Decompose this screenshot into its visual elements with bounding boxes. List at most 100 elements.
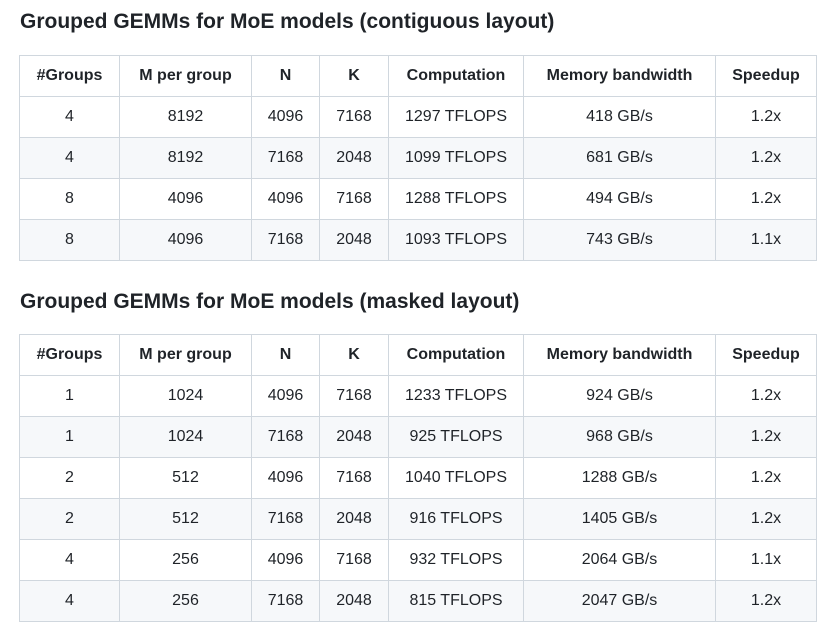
table-cell: 1024 [119,375,252,417]
table-cell: 815 TFLOPS [388,580,524,622]
table-cell: 2 [19,457,120,499]
table-cell: 4 [19,580,120,622]
table-cell: 512 [119,498,252,540]
table-cell: 8 [19,178,120,220]
table-cell: 2064 GB/s [523,539,716,581]
table-cell: 4 [19,137,120,179]
table-cell: 2 [19,498,120,540]
masked-layout-table: #Groups M per group N K Computation Memo… [19,334,817,622]
table-cell: 2048 [319,498,389,540]
column-header: M per group [119,334,252,376]
table-cell: 8192 [119,96,252,138]
table-row: 2 512 7168 2048 916 TFLOPS 1405 GB/s 1.2… [19,498,817,540]
table-row: 8 4096 4096 7168 1288 TFLOPS 494 GB/s 1.… [19,178,817,220]
table-cell: 1297 TFLOPS [388,96,524,138]
table-row: 1 1024 7168 2048 925 TFLOPS 968 GB/s 1.2… [19,416,817,458]
table-cell: 4096 [251,178,320,220]
section-title-contiguous: Grouped GEMMs for MoE models (contiguous… [20,10,555,33]
table-cell: 1024 [119,416,252,458]
table-cell: 4096 [119,178,252,220]
table-header-row: #Groups M per group N K Computation Memo… [19,334,817,376]
table-cell: 512 [119,457,252,499]
table-cell: 4096 [251,375,320,417]
table-cell: 7168 [251,219,320,261]
contiguous-layout-table: #Groups M per group N K Computation Memo… [19,55,817,261]
table-cell: 968 GB/s [523,416,716,458]
column-header: Computation [388,55,524,97]
table-cell: 681 GB/s [523,137,716,179]
table-cell: 1.1x [715,539,817,581]
column-header: Memory bandwidth [523,334,716,376]
table-cell: 1.2x [715,96,817,138]
table-cell: 4 [19,96,120,138]
table-cell: 418 GB/s [523,96,716,138]
table-cell: 1405 GB/s [523,498,716,540]
table-row: 2 512 4096 7168 1040 TFLOPS 1288 GB/s 1.… [19,457,817,499]
table-cell: 932 TFLOPS [388,539,524,581]
table-cell: 7168 [319,96,389,138]
table-cell: 1 [19,375,120,417]
table-cell: 256 [119,580,252,622]
table-row: 4 256 4096 7168 932 TFLOPS 2064 GB/s 1.1… [19,539,817,581]
table-cell: 2048 [319,416,389,458]
table-row: 8 4096 7168 2048 1093 TFLOPS 743 GB/s 1.… [19,219,817,261]
column-header: K [319,55,389,97]
column-header: M per group [119,55,252,97]
table-cell: 8192 [119,137,252,179]
table-cell: 1.2x [715,375,817,417]
table-cell: 8 [19,219,120,261]
table-cell: 1.2x [715,416,817,458]
table-cell: 7168 [251,498,320,540]
table-cell: 1.2x [715,580,817,622]
table-cell: 7168 [319,375,389,417]
table-cell: 7168 [319,178,389,220]
table-cell: 7168 [251,580,320,622]
table-cell: 494 GB/s [523,178,716,220]
table-cell: 7168 [251,137,320,179]
table-cell: 2048 [319,137,389,179]
table-cell: 1.2x [715,498,817,540]
table-cell: 2048 [319,580,389,622]
table-cell: 1288 TFLOPS [388,178,524,220]
table-header-row: #Groups M per group N K Computation Memo… [19,55,817,97]
table-cell: 4096 [251,457,320,499]
table-row: 1 1024 4096 7168 1233 TFLOPS 924 GB/s 1.… [19,375,817,417]
table-cell: 4096 [251,539,320,581]
column-header: N [251,55,320,97]
table-cell: 1099 TFLOPS [388,137,524,179]
section-title-masked: Grouped GEMMs for MoE models (masked lay… [20,290,520,313]
table-cell: 1.2x [715,137,817,179]
column-header: #Groups [19,334,120,376]
table-cell: 743 GB/s [523,219,716,261]
table-cell: 7168 [319,539,389,581]
table-cell: 4096 [119,219,252,261]
table-cell: 4 [19,539,120,581]
table-row: 4 256 7168 2048 815 TFLOPS 2047 GB/s 1.2… [19,580,817,622]
table-cell: 924 GB/s [523,375,716,417]
column-header: N [251,334,320,376]
table-cell: 1288 GB/s [523,457,716,499]
table-cell: 7168 [319,457,389,499]
table-cell: 4096 [251,96,320,138]
table-cell: 1040 TFLOPS [388,457,524,499]
table-row: 4 8192 7168 2048 1099 TFLOPS 681 GB/s 1.… [19,137,817,179]
column-header: Memory bandwidth [523,55,716,97]
table-cell: 1.1x [715,219,817,261]
table-cell: 1093 TFLOPS [388,219,524,261]
table-cell: 925 TFLOPS [388,416,524,458]
table-cell: 916 TFLOPS [388,498,524,540]
table-cell: 1.2x [715,457,817,499]
table-cell: 2047 GB/s [523,580,716,622]
table-cell: 7168 [251,416,320,458]
table-row: 4 8192 4096 7168 1297 TFLOPS 418 GB/s 1.… [19,96,817,138]
table-cell: 1 [19,416,120,458]
column-header: Computation [388,334,524,376]
table-cell: 1.2x [715,178,817,220]
table-cell: 2048 [319,219,389,261]
column-header: Speedup [715,55,817,97]
table-cell: 1233 TFLOPS [388,375,524,417]
column-header: #Groups [19,55,120,97]
table-cell: 256 [119,539,252,581]
column-header: Speedup [715,334,817,376]
